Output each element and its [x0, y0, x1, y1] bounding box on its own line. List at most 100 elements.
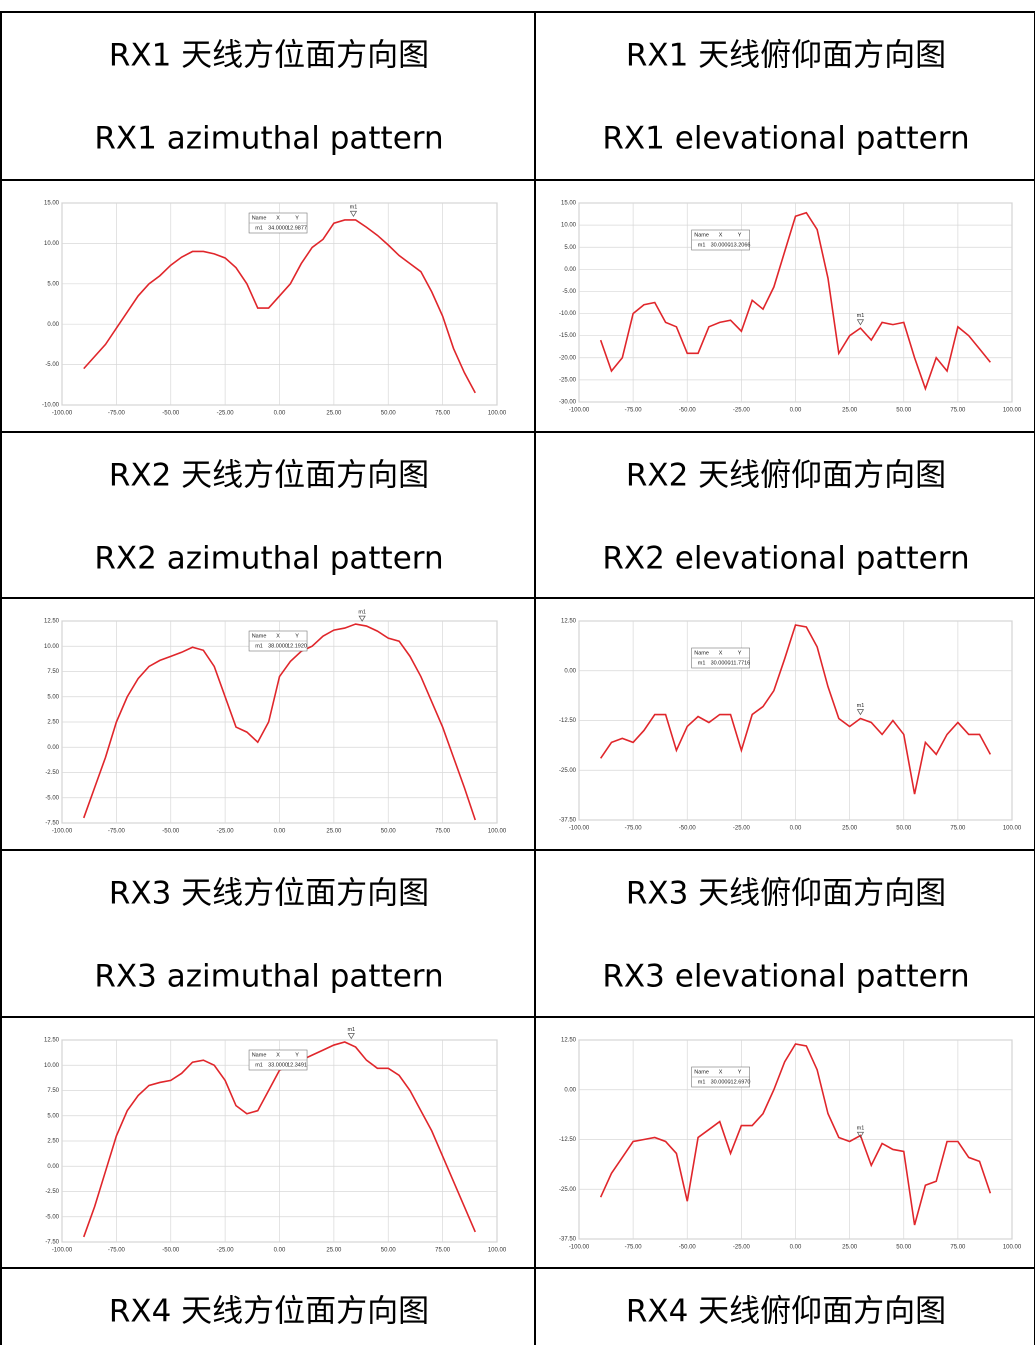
cell-title-en: RX3 elevational pattern: [602, 959, 969, 995]
y-tick-label: -5.00: [562, 289, 576, 295]
x-tick-label: 100.00: [488, 829, 507, 835]
box-cell: m1: [698, 1079, 706, 1085]
x-tick-label: 50.00: [381, 829, 397, 835]
x-tick-label: 0.00: [790, 826, 802, 832]
marker-label: m1: [857, 703, 865, 709]
y-tick-label: -2.50: [45, 770, 59, 776]
x-tick-label: 100.00: [488, 411, 507, 417]
y-tick-label: 0.00: [564, 267, 576, 273]
y-tick-label: 5.00: [47, 281, 59, 287]
y-tick-label: -37.50: [559, 1237, 577, 1243]
x-tick-label: -25.00: [217, 411, 235, 417]
x-tick-label: 50.00: [381, 1248, 397, 1254]
y-tick-label: 12.50: [44, 1038, 60, 1044]
box-cell: 33.0000: [268, 1062, 288, 1068]
x-tick-label: 100.00: [1003, 826, 1022, 832]
cell-title-cn: RX2 天线俯仰面方向图: [626, 458, 946, 494]
box-header: Name: [694, 232, 709, 238]
y-tick-label: 15.00: [561, 201, 577, 207]
x-tick-label: -75.00: [625, 826, 643, 832]
cell-title-cn: RX1 天线俯仰面方向图: [626, 38, 946, 74]
y-tick-label: 12.50: [561, 619, 577, 625]
marker-label: m1: [857, 1126, 865, 1132]
y-tick-label: -12.50: [559, 718, 577, 724]
x-tick-label: -50.00: [679, 408, 697, 414]
y-tick-label: 0.00: [47, 745, 59, 751]
box-header: X: [276, 633, 280, 639]
y-tick-label: -7.50: [45, 821, 59, 827]
y-tick-label: 7.50: [47, 669, 59, 675]
cell-title-en: RX1 azimuthal pattern: [94, 121, 443, 157]
x-tick-label: 50.00: [896, 826, 912, 832]
y-tick-label: 5.00: [47, 694, 59, 700]
box-cell: 34.0000: [268, 225, 288, 231]
box-header: X: [719, 1069, 723, 1075]
cell-title-en: RX3 azimuthal pattern: [94, 959, 443, 995]
x-tick-label: 0.00: [274, 829, 286, 835]
box-cell: 30.0000: [711, 660, 731, 666]
x-tick-label: -100.00: [52, 829, 73, 835]
x-tick-label: -75.00: [108, 1248, 126, 1254]
cell-title-en: RX2 azimuthal pattern: [94, 541, 443, 577]
x-tick-label: -50.00: [162, 411, 180, 417]
y-tick-label: -25.00: [559, 1187, 577, 1193]
box-cell: 12.1920: [287, 643, 307, 649]
chart: -100.00 -75.00 -50.00 -25.00 0.00 25.00 50.00 7…: [44, 1027, 507, 1254]
box-header: Name: [252, 215, 267, 221]
box-header: Name: [694, 650, 709, 656]
y-tick-label: 2.50: [47, 1139, 59, 1145]
box-header: Y: [738, 650, 742, 656]
x-tick-label: -50.00: [679, 826, 697, 832]
marker-triangle: [856, 319, 865, 326]
x-tick-label: -100.00: [52, 411, 73, 417]
x-tick-label: 75.00: [435, 829, 451, 835]
y-tick-label: -20.00: [559, 355, 577, 361]
chart: -100.00 -75.00 -50.00 -25.00 0.00 25.00 50.00 7…: [559, 201, 1022, 414]
box-cell: 30.0000: [711, 1079, 731, 1085]
x-tick-label: 75.00: [435, 1248, 451, 1254]
x-tick-label: -50.00: [162, 1248, 180, 1254]
box-cell: 12.3491: [287, 1062, 307, 1068]
y-tick-label: 0.00: [47, 1164, 59, 1170]
series-line: [599, 211, 991, 392]
marker-triangle: [358, 615, 366, 622]
box-header: X: [719, 650, 723, 656]
y-tick-label: 0.00: [564, 668, 576, 674]
cell-title-cn: RX3 天线方位面方向图: [109, 876, 429, 912]
y-tick-label: 12.50: [561, 1038, 577, 1044]
box-cell: 38.0000: [268, 643, 288, 649]
x-tick-label: 25.00: [842, 408, 858, 414]
cell-title-cn: RX1 天线方位面方向图: [109, 38, 429, 74]
box-header: X: [276, 1052, 280, 1058]
x-tick-label: -25.00: [217, 1248, 235, 1254]
box-cell: m1: [255, 1062, 263, 1068]
box-cell: m1: [255, 643, 263, 649]
y-tick-label: -25.00: [559, 768, 577, 774]
box-header: Y: [738, 232, 742, 238]
x-tick-label: -50.00: [162, 829, 180, 835]
cell-title-cn: RX2 天线方位面方向图: [109, 458, 429, 494]
x-tick-label: -75.00: [108, 829, 126, 835]
box-cell: 12.9877: [287, 225, 307, 231]
box-header: Name: [694, 1069, 709, 1075]
x-tick-label: 25.00: [326, 829, 342, 835]
x-tick-label: 75.00: [950, 1245, 966, 1251]
x-tick-label: 25.00: [842, 826, 858, 832]
y-tick-label: -10.00: [42, 403, 60, 409]
x-tick-label: 0.00: [274, 411, 286, 417]
x-tick-label: 75.00: [950, 826, 966, 832]
y-tick-label: -25.00: [559, 377, 577, 383]
y-tick-label: 10.00: [44, 644, 60, 650]
y-tick-label: 0.00: [564, 1087, 576, 1093]
x-tick-label: 25.00: [326, 1248, 342, 1254]
x-tick-label: 25.00: [842, 1245, 858, 1251]
y-tick-label: 5.00: [47, 1113, 59, 1119]
series-line: [82, 623, 477, 821]
x-tick-label: 75.00: [435, 411, 451, 417]
box-cell: 30.0000: [711, 242, 731, 248]
y-tick-label: 15.00: [44, 201, 60, 207]
cell-title-cn: RX3 天线俯仰面方向图: [626, 876, 946, 912]
x-tick-label: -100.00: [569, 408, 590, 414]
box-header: X: [719, 232, 723, 238]
x-tick-label: 100.00: [1003, 408, 1022, 414]
